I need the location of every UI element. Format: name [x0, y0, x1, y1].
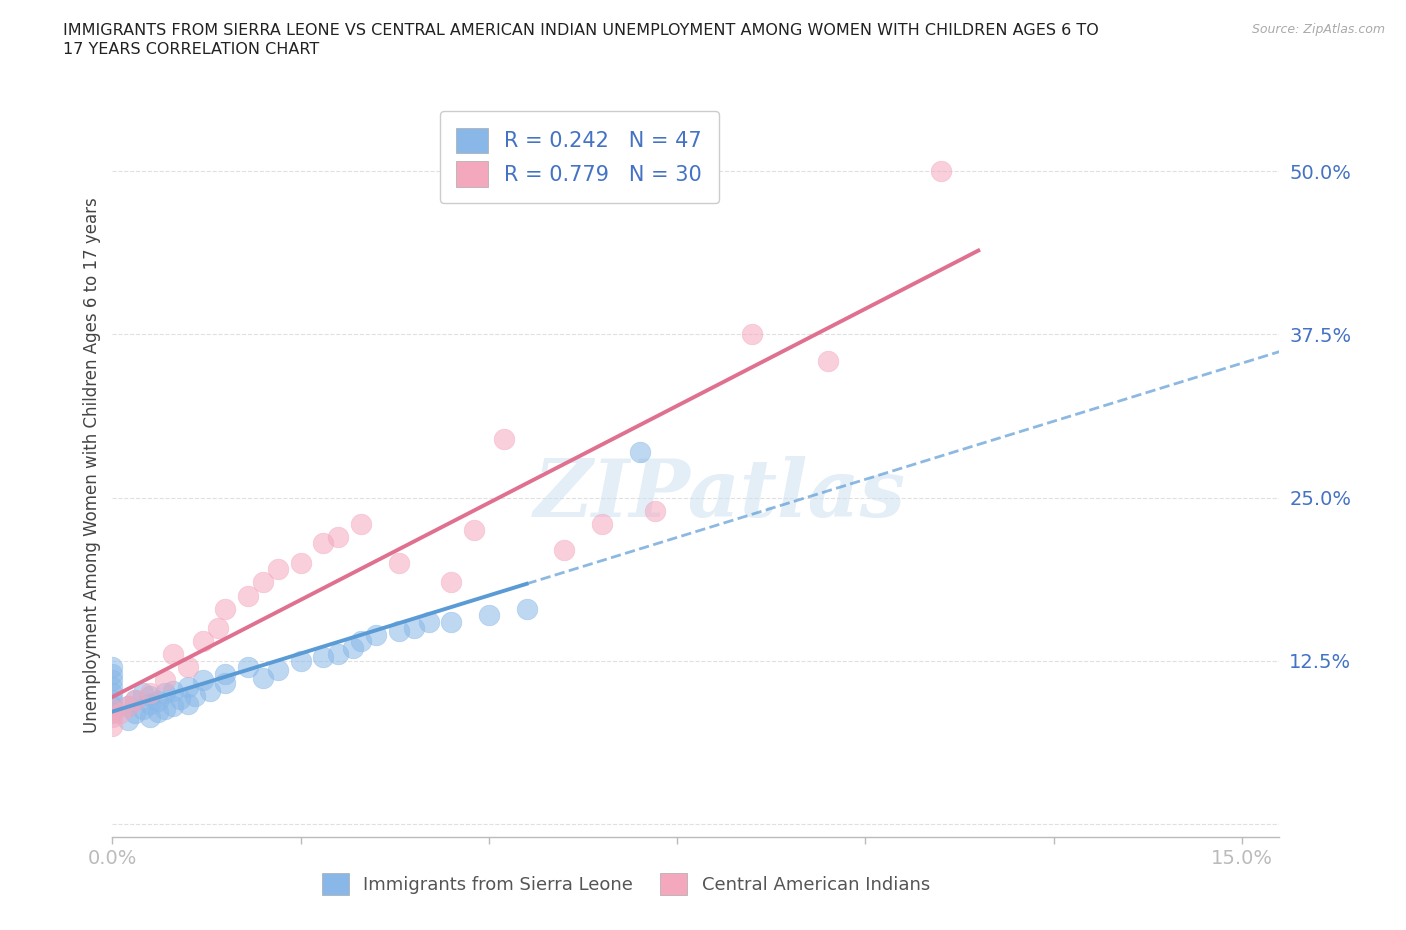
Point [162, 699, 184, 714]
Point [214, 601, 236, 616]
Point [191, 673, 214, 688]
Point [290, 555, 312, 570]
Point [177, 680, 200, 695]
Point [252, 575, 274, 590]
Point [741, 327, 763, 342]
Point [131, 686, 153, 701]
Legend: Immigrants from Sierra Leone, Central American Indians: Immigrants from Sierra Leone, Central Am… [315, 866, 938, 902]
Point [553, 542, 575, 557]
Point [101, 686, 124, 701]
Point [312, 536, 335, 551]
Point [162, 647, 184, 662]
Point [153, 701, 176, 716]
Point [169, 691, 191, 706]
Point [101, 719, 124, 734]
Point [184, 688, 207, 703]
Point [101, 660, 124, 675]
Point [117, 699, 139, 714]
Point [236, 660, 259, 675]
Point [177, 660, 200, 675]
Point [214, 675, 236, 690]
Point [328, 529, 350, 544]
Point [342, 640, 364, 655]
Point [146, 694, 169, 709]
Point [236, 588, 259, 603]
Point [101, 667, 124, 682]
Point [153, 686, 176, 701]
Point [492, 432, 515, 446]
Point [402, 620, 425, 635]
Point [207, 620, 229, 635]
Point [101, 693, 124, 708]
Point [124, 706, 146, 721]
Text: ZIPatlas: ZIPatlas [533, 456, 905, 534]
Point [463, 523, 485, 538]
Point [177, 697, 200, 711]
Point [139, 697, 162, 711]
Point [101, 699, 124, 714]
Point [267, 562, 290, 577]
Point [644, 503, 666, 518]
Point [350, 516, 373, 531]
Point [191, 633, 214, 648]
Point [516, 601, 538, 616]
Point [162, 684, 184, 698]
Point [350, 633, 373, 648]
Point [364, 627, 387, 642]
Point [252, 671, 274, 685]
Point [101, 680, 124, 695]
Point [124, 693, 146, 708]
Point [131, 701, 153, 716]
Point [139, 686, 162, 701]
Point [117, 712, 139, 727]
Text: 17 YEARS CORRELATION CHART: 17 YEARS CORRELATION CHART [63, 42, 319, 57]
Point [387, 623, 409, 638]
Point [440, 614, 463, 629]
Point [628, 445, 651, 459]
Point [478, 607, 501, 622]
Point [101, 673, 124, 688]
Point [817, 353, 839, 368]
Point [101, 701, 124, 716]
Point [200, 684, 222, 698]
Text: Source: ZipAtlas.com: Source: ZipAtlas.com [1251, 23, 1385, 36]
Point [387, 555, 409, 570]
Point [101, 706, 124, 721]
Point [146, 704, 169, 719]
Point [591, 516, 613, 531]
Text: IMMIGRANTS FROM SIERRA LEONE VS CENTRAL AMERICAN INDIAN UNEMPLOYMENT AMONG WOMEN: IMMIGRANTS FROM SIERRA LEONE VS CENTRAL … [63, 23, 1099, 38]
Point [124, 693, 146, 708]
Point [267, 662, 290, 677]
Point [290, 654, 312, 669]
Point [139, 688, 162, 703]
Point [108, 706, 131, 721]
Point [139, 710, 162, 724]
Point [312, 649, 335, 664]
Point [929, 164, 952, 179]
Point [328, 647, 350, 662]
Point [440, 575, 463, 590]
Point [117, 699, 139, 714]
Point [153, 673, 176, 688]
Point [214, 667, 236, 682]
Point [418, 614, 440, 629]
Point [101, 710, 124, 724]
Y-axis label: Unemployment Among Women with Children Ages 6 to 17 years: Unemployment Among Women with Children A… [83, 197, 101, 733]
